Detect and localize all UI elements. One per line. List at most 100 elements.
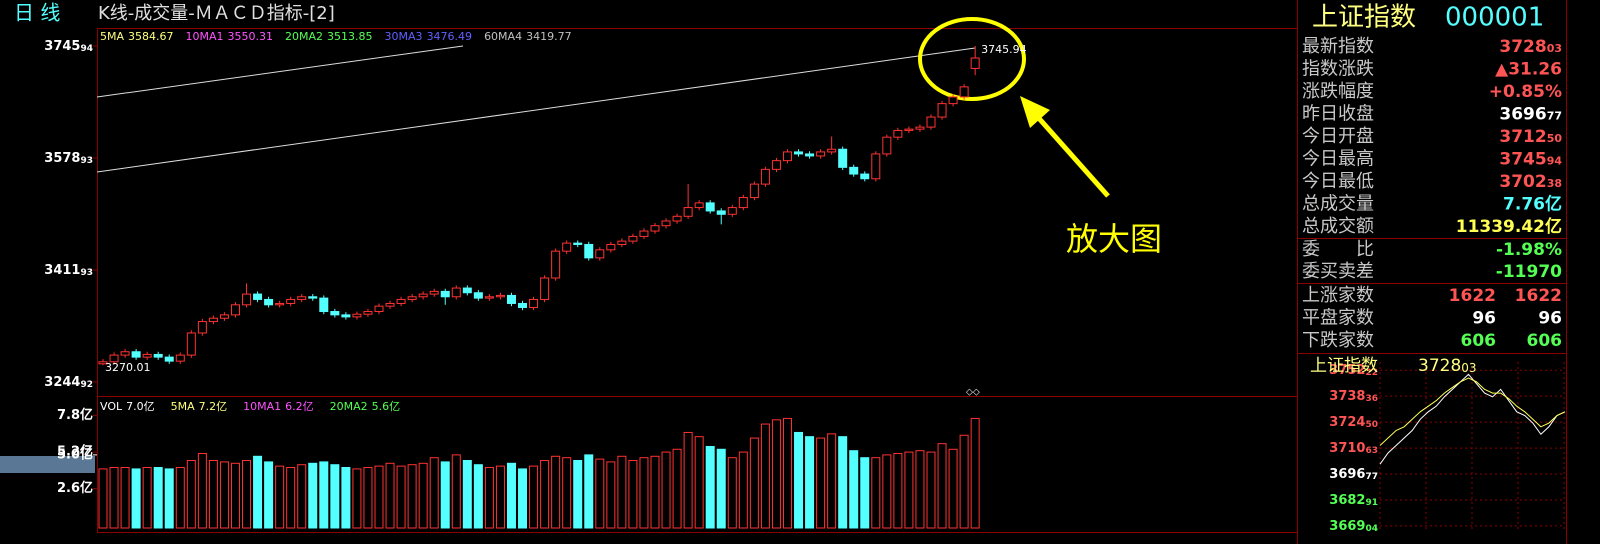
volume-bar [948,448,958,529]
volume-bar [606,461,616,529]
volume-bar [529,465,539,529]
quote-value: -11970 [1496,262,1562,282]
candle-body [253,293,263,300]
candle-body [219,314,229,319]
trend-line [96,47,976,173]
volume-bar [451,454,461,529]
volume-bar [661,451,671,529]
chart-title: K线-成交量-ＭＡＣＤ指标-[2] [98,3,335,24]
volume-bar [109,467,119,529]
quote-name: 上证指数 [1312,3,1416,33]
integer-part: 3244 [44,374,80,389]
candle-body [385,302,395,307]
quote-value: 1622 [1515,286,1562,306]
candle-body [628,235,638,242]
candle-body [738,197,748,209]
volume-bar [374,465,384,529]
quote-label: 昨日收盘 [1302,104,1374,125]
volume-bar [418,462,428,529]
volume-bar [164,468,174,529]
volume-bar [219,461,229,529]
volume-bar [473,464,483,529]
quote-label: 涨跌幅度 [1302,81,1374,102]
volume-bar [727,457,737,529]
candle-body [451,287,461,298]
volume-bar [495,465,505,529]
candle-body [319,297,329,313]
volume-bar [319,461,329,529]
volume-bar [142,467,152,529]
volume-bar [782,417,792,529]
integer-part: 3745 [1499,150,1546,170]
candle-body [120,351,130,356]
candle-body [462,287,472,294]
candle-body [418,293,428,298]
candle-body [407,296,417,300]
candle-body [650,225,660,232]
volume-bar [694,436,704,529]
candle-body [573,242,583,245]
volume-bar [716,448,726,529]
candle-body [562,242,572,252]
candle-body [683,207,693,217]
integer-part: 3696 [1499,105,1546,125]
candle-body [308,296,318,299]
legend-value: 3584.67 [128,30,174,43]
candle-body [639,230,649,237]
candle-body [915,126,925,130]
quote-value: ▲31.26 [1495,60,1562,80]
y-tick-label: 7.8亿 [57,407,93,423]
quote-value: 374594 [1499,150,1562,170]
volume-bar [286,467,296,529]
volume-bar [440,461,450,529]
candle-body [893,129,903,138]
volume-bar [396,465,406,529]
volume-bar [749,437,759,529]
candle-body [694,202,704,209]
candle-body [727,207,737,215]
integer-part: 3745 [44,39,80,54]
quote-label: 下跌家数 [1302,330,1374,351]
candle-body [937,103,947,118]
marker-diamonds: ◇◇ [966,388,980,398]
intraday-line [1379,373,1566,465]
decimal-part: 91 [1365,497,1378,507]
candle-body [959,86,969,98]
candle-body [186,332,196,356]
decimal-part: 94 [1547,155,1563,168]
candle-body [705,202,715,212]
candle-body [771,160,781,170]
legend-value: 3550.31 [228,30,274,43]
legend-name: 5MA [100,30,124,43]
candle-body [374,305,384,313]
volume-bar [484,467,494,529]
volume-bar [407,464,417,529]
decimal-part: 36 [1365,394,1378,404]
integer-part: 3411 [44,262,80,277]
decimal-part: 03 [1547,42,1562,55]
volume-bar [186,460,196,529]
candle-body [109,354,119,363]
candle-body [584,243,594,259]
candle-body [164,356,174,362]
candle-body [871,153,881,180]
y-tick-label: 2.6亿 [57,480,93,496]
legend-name: 20MA2 [330,400,368,413]
decimal-part: 50 [1365,420,1378,430]
volume-bar [838,436,848,529]
legend-name: 30MA3 [385,30,423,43]
volume-bar [242,460,252,529]
quote-value: 7.76亿 [1503,194,1562,215]
volume-bar [760,423,770,529]
quote-value: 606 [1461,331,1497,351]
integer-part: 3724 [1329,415,1365,430]
volume-bar [462,460,472,529]
candle-body [926,116,936,128]
candle-body [197,321,207,334]
volume-bar [297,464,307,529]
decimal-part: 92 [80,379,93,389]
volume-bar [639,457,649,529]
integer-part: 3696 [1329,467,1365,482]
legend-name: 10MA1 [243,400,281,413]
